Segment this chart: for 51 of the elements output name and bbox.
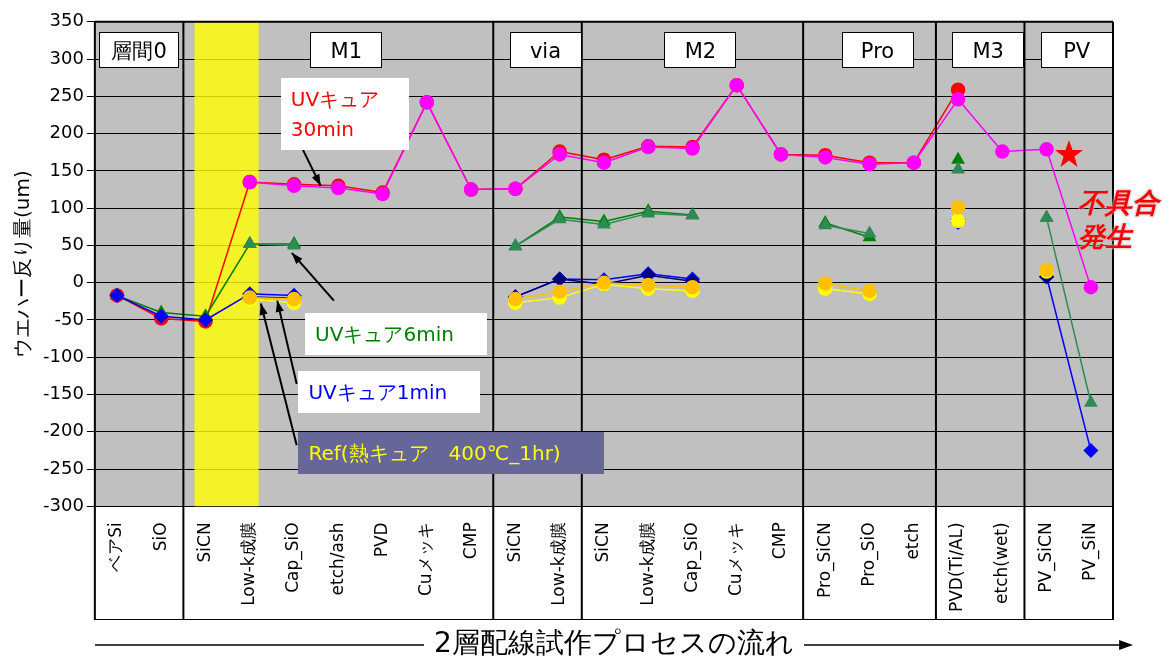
- x-tick-label: PV_SiCN: [1035, 522, 1057, 593]
- x-tick-label: PV_SiN: [1079, 522, 1101, 581]
- x-tick-label: Cap_SiO: [282, 522, 304, 593]
- x-tick-label: Cap_SiO: [680, 522, 702, 593]
- annotation: Pro: [841, 31, 914, 68]
- y-tick-label: 100: [49, 195, 84, 217]
- y-tick-label: 300: [49, 46, 84, 68]
- annotation: 層間0: [99, 31, 180, 68]
- y-tick-label: 350: [49, 9, 84, 31]
- label-box: UVキュア 30min: [280, 77, 410, 150]
- annotation: M3: [952, 31, 1025, 68]
- y-tick-label: -300: [42, 494, 84, 516]
- x-tick-label: Pro_SiCN: [813, 522, 835, 598]
- x-tick-label: SiO: [149, 522, 170, 552]
- x-tick-label: etch/ash: [326, 522, 347, 596]
- y-tick-label: -150: [42, 382, 84, 404]
- x-tick-label: Cuメッキ: [415, 522, 436, 597]
- x-axis-title: 2層配線試作プロセスの流れ: [424, 626, 804, 659]
- y-tick-label: 250: [49, 84, 84, 106]
- y-tick-label: -100: [42, 344, 84, 366]
- x-tick-label: ベアSi: [105, 522, 126, 572]
- x-tick-label: Low-k成膜: [548, 522, 569, 606]
- x-tick-label: Low-k成膜: [238, 522, 259, 606]
- y-tick-label: 0: [72, 270, 84, 292]
- y-tick-label: -200: [42, 419, 84, 441]
- x-tick-label: PVD(Ti/AL): [946, 522, 967, 613]
- annotation: M1: [310, 31, 383, 68]
- x-tick-label: PVD: [371, 522, 392, 558]
- x-tick-label: Pro_SiO: [857, 522, 879, 587]
- y-tick-label: 200: [49, 121, 84, 143]
- x-tick-label: Low-k成膜: [636, 522, 657, 606]
- x-tick-label: SiCN: [503, 522, 524, 563]
- x-tick-label: etch(wet): [990, 522, 1011, 604]
- y-tick-label: 150: [49, 158, 84, 180]
- label-box: Ref(熱キュア 400℃_1hr): [298, 431, 604, 474]
- annotation: M2: [664, 31, 737, 68]
- label-box: UVキュア6min: [305, 312, 487, 355]
- x-tick-label: CMP: [769, 522, 790, 560]
- x-tick-label: SiCN: [193, 522, 214, 563]
- x-tick-label: Cuメッキ: [725, 522, 746, 597]
- x-tick-label: CMP: [459, 522, 480, 560]
- label-box: UVキュア1min: [298, 370, 480, 413]
- annotation: PV: [1040, 31, 1113, 68]
- y-tick-label: -250: [42, 456, 84, 478]
- y-axis-title: ウエハー反り量(um): [10, 170, 35, 358]
- y-tick-label: 50: [60, 233, 84, 255]
- x-tick-label: SiCN: [592, 522, 613, 563]
- annotation: via: [509, 31, 582, 68]
- y-tick-label: -50: [54, 307, 84, 329]
- series-label: UVキュア 30min: [290, 85, 381, 143]
- x-tick-label: etch: [902, 522, 923, 560]
